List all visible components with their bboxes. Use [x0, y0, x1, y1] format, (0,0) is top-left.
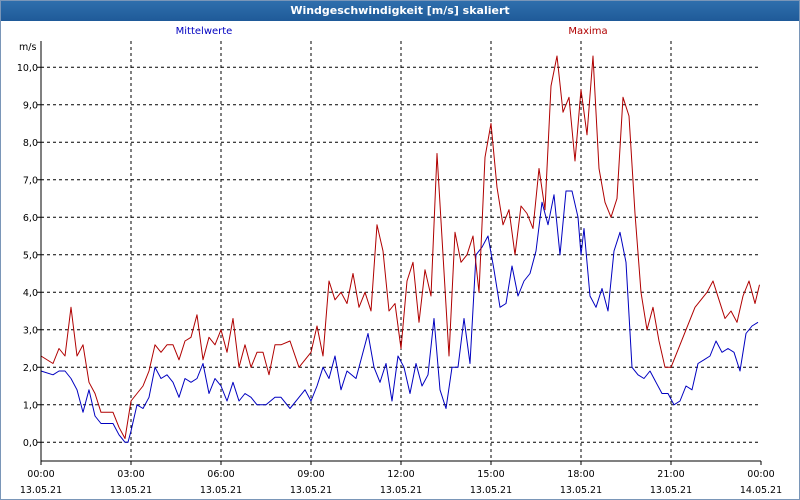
- chart-title: Windgeschwindigkeit [m/s] skaliert: [1, 1, 799, 21]
- x-tick-time-label: 00:00: [27, 469, 54, 480]
- x-tick-date-label: 14.05.21: [740, 485, 782, 496]
- y-tick-label: 8,0: [23, 138, 38, 149]
- legend-maxima: Maxima: [568, 26, 607, 37]
- y-tick-label: 2,0: [23, 363, 38, 374]
- x-tick-time-label: 09:00: [297, 469, 324, 480]
- x-tick-time-label: 21:00: [657, 469, 684, 480]
- x-tick-time-label: 12:00: [387, 469, 414, 480]
- series-lines: [40, 55, 760, 443]
- x-tick-date-label: 13.05.21: [650, 485, 692, 496]
- y-tick-label: 5,0: [23, 250, 38, 261]
- x-tick-date-label: 13.05.21: [110, 485, 152, 496]
- x-tick-date-label: 13.05.21: [20, 485, 62, 496]
- y-tick-label: 7,0: [23, 175, 38, 186]
- x-tick-time-label: 00:00: [747, 469, 774, 480]
- y-tick-label: 0,0: [23, 438, 38, 449]
- y-tick-label: 6,0: [23, 213, 38, 224]
- x-tick-date-label: 13.05.21: [560, 485, 602, 496]
- x-tick-date-label: 13.05.21: [290, 485, 332, 496]
- y-tick-label: 4,0: [23, 288, 38, 299]
- y-tick-label: 10,0: [17, 63, 38, 74]
- series-line-maxima: [40, 55, 760, 439]
- x-tick-date-label: 13.05.21: [470, 485, 512, 496]
- y-tick-label: 9,0: [23, 100, 38, 111]
- x-tick-time-label: 03:00: [117, 469, 144, 480]
- legend-mittelwerte: Mittelwerte: [176, 26, 233, 37]
- x-tick-date-label: 13.05.21: [200, 485, 242, 496]
- grid: [41, 41, 761, 461]
- x-tick-time-label: 15:00: [477, 469, 504, 480]
- x-tick-time-label: 18:00: [567, 469, 594, 480]
- y-axis-unit-label: m/s: [19, 42, 36, 53]
- y-tick-label: 3,0: [23, 325, 38, 336]
- series-line-mittelwerte: [40, 190, 759, 443]
- x-tick-time-label: 06:00: [207, 469, 234, 480]
- y-tick-label: 1,0: [23, 400, 38, 411]
- x-tick-date-label: 13.05.21: [380, 485, 422, 496]
- axes: 0,0 1,0 2,0 3,0 4,0 5,0 6,0 7,0 8,0 9,0 10,0 00:00 1…: [17, 41, 782, 496]
